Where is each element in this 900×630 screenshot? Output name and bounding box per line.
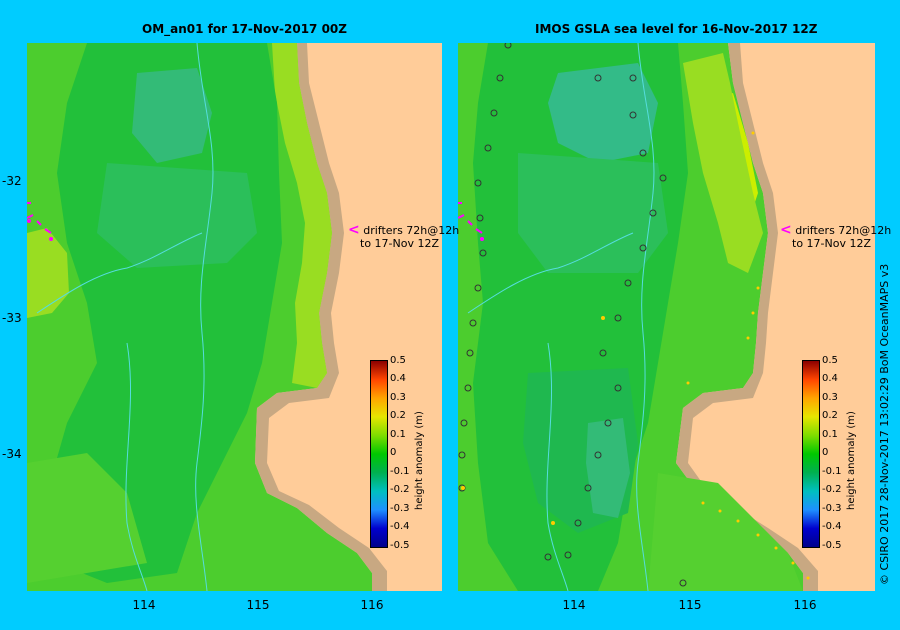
right-drifter-note-line2: to 17-Nov 12Z (792, 237, 872, 250)
right-colorbar-label: -0.1 (822, 466, 842, 477)
left-colorbar-label: 0 (390, 447, 397, 458)
left-colorbar-title: height anomaly (m) (414, 411, 425, 510)
left-colorbar-label: -0.5 (390, 540, 410, 551)
left-lon-label-116: 116 (360, 598, 384, 612)
left-colorbar-label: 0.3 (390, 392, 406, 403)
right-colorbar-label: -0.2 (822, 484, 842, 495)
right-colorbar-label: 0 (822, 447, 829, 458)
right-colorbar-title: height anomaly (m) (846, 411, 857, 510)
right-lon-label-115: 115 (678, 598, 702, 612)
left-drifter-note-line2: to 17-Nov 12Z (360, 237, 440, 250)
left-colorbar-label: 0.4 (390, 373, 406, 384)
right-colorbar-label: 0.4 (822, 373, 838, 384)
lat-label-32: -32 (2, 174, 22, 188)
left-map-panel (27, 43, 442, 591)
lat-label-34: -34 (2, 447, 22, 461)
left-colorbar-label: 0.1 (390, 429, 406, 440)
right-panel-title: IMOS GSLA sea level for 16-Nov-2017 12Z (535, 22, 818, 36)
right-colorbar-label: -0.4 (822, 521, 842, 532)
left-panel-title: OM_an01 for 17-Nov-2017 00Z (142, 22, 347, 36)
left-drifter-note-line1: drifters 72h@12h (363, 224, 460, 237)
right-lon-label-116: 116 (793, 598, 817, 612)
left-colorbar-label: -0.1 (390, 466, 410, 477)
left-colorbar-label: -0.2 (390, 484, 410, 495)
right-colorbar-label: 0.1 (822, 429, 838, 440)
left-colorbar (370, 360, 388, 548)
lat-label-33: -33 (2, 311, 22, 325)
drifter-arrow-icon: < (348, 222, 360, 238)
left-colorbar-label: 0.2 (390, 410, 406, 421)
drifter-arrow-icon: < (780, 222, 792, 238)
left-colorbar-label: -0.3 (390, 503, 410, 514)
left-lon-label-114: 114 (132, 598, 156, 612)
left-lon-label-115: 115 (246, 598, 270, 612)
right-colorbar-label: 0.3 (822, 392, 838, 403)
right-lon-label-114: 114 (562, 598, 586, 612)
left-drifter-note: < drifters 72h@12h to 17-Nov 12Z (348, 222, 460, 250)
right-colorbar-label: 0.5 (822, 355, 838, 366)
right-drifter-note: < drifters 72h@12h to 17-Nov 12Z (780, 222, 892, 250)
credit-text: © CSIRO 2017 28-Nov-2017 13:02:29 BoM Oc… (878, 263, 891, 585)
right-colorbar-label: 0.2 (822, 410, 838, 421)
right-colorbar-label: -0.3 (822, 503, 842, 514)
right-colorbar (802, 360, 820, 548)
left-colorbar-label: 0.5 (390, 355, 406, 366)
right-drifter-note-line1: drifters 72h@12h (795, 224, 892, 237)
left-colorbar-label: -0.4 (390, 521, 410, 532)
right-colorbar-label: -0.5 (822, 540, 842, 551)
